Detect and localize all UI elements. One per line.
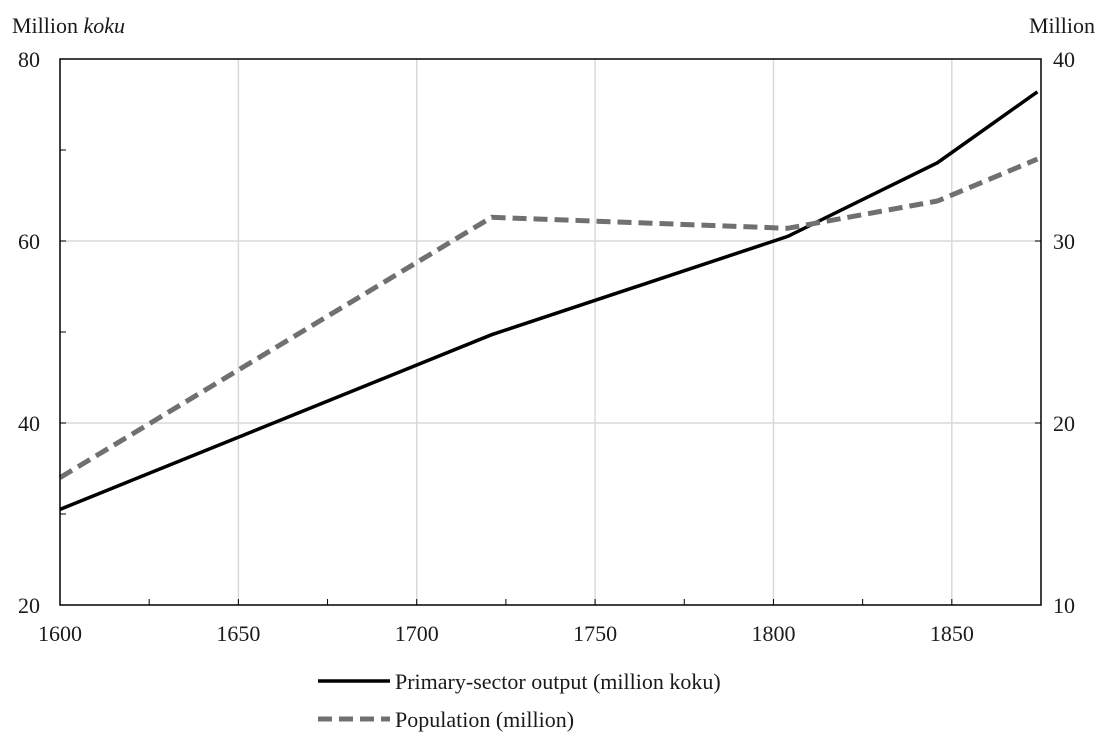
series-line-output bbox=[59, 90, 1039, 512]
x-axis-ticks: 1600 1650 1700 1750 1800 1850 bbox=[38, 599, 974, 646]
legend: Primary-sector output (million koku) Pop… bbox=[318, 669, 721, 732]
right-tick-label-30: 30 bbox=[1053, 229, 1075, 254]
x-tick-label-1850: 1850 bbox=[930, 621, 974, 646]
legend-label-output: Primary-sector output (million koku) bbox=[395, 669, 721, 694]
x-tick-label-1600: 1600 bbox=[38, 621, 82, 646]
grid bbox=[60, 59, 1041, 605]
x-tick-label-1750: 1750 bbox=[573, 621, 617, 646]
left-tick-label-20: 20 bbox=[18, 593, 40, 618]
legend-label-population: Population (million) bbox=[395, 707, 574, 732]
left-tick-label-80: 80 bbox=[18, 47, 40, 72]
right-axis-ticks: 10 20 30 40 bbox=[1035, 47, 1075, 618]
series-line-population bbox=[58, 156, 1039, 480]
left-axis-title: Million koku bbox=[12, 13, 125, 38]
right-tick-label-10: 10 bbox=[1053, 593, 1075, 618]
right-axis-title: Million bbox=[1029, 13, 1095, 38]
plot-frame bbox=[59, 58, 1042, 606]
right-tick-label-20: 20 bbox=[1053, 411, 1075, 436]
x-tick-label-1700: 1700 bbox=[395, 621, 439, 646]
series-layer bbox=[58, 90, 1039, 512]
x-tick-label-1650: 1650 bbox=[216, 621, 260, 646]
left-axis-ticks: 20 40 60 80 bbox=[18, 47, 66, 618]
left-tick-label-40: 40 bbox=[18, 411, 40, 436]
x-tick-label-1800: 1800 bbox=[751, 621, 795, 646]
right-tick-label-40: 40 bbox=[1053, 47, 1075, 72]
left-tick-label-60: 60 bbox=[18, 229, 40, 254]
